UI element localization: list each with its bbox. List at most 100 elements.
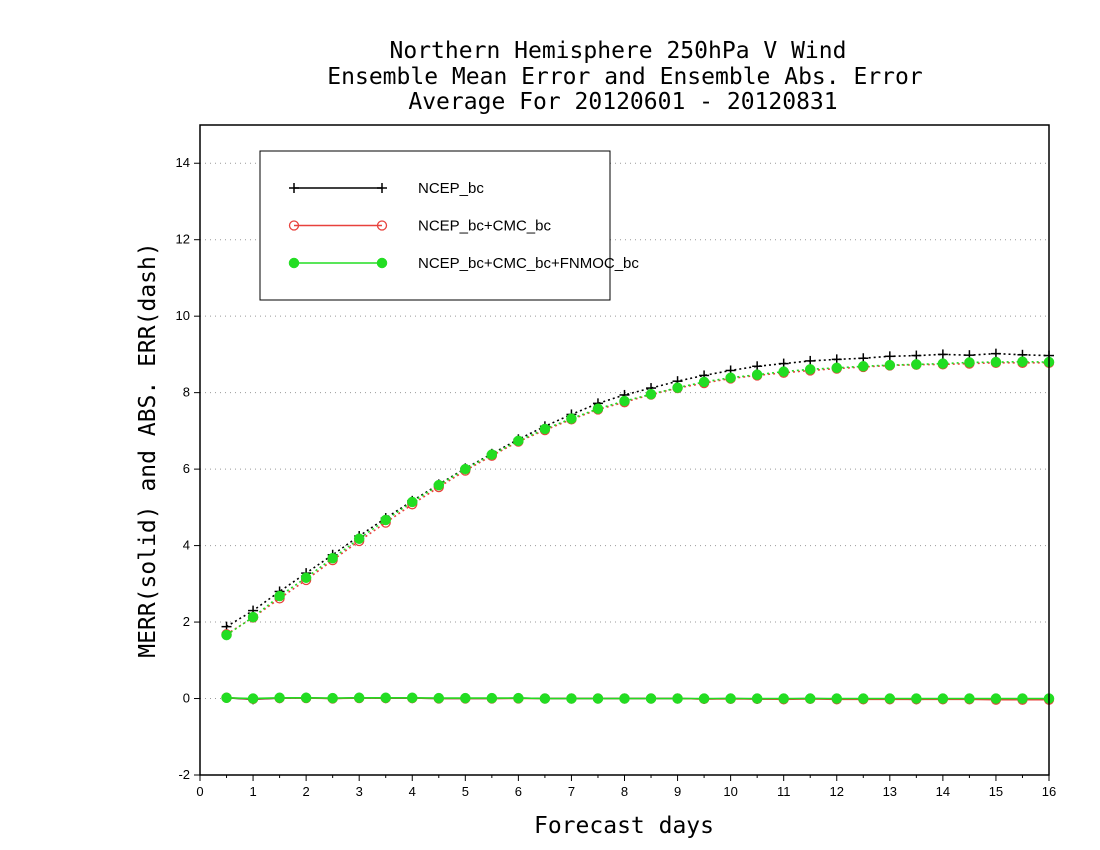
y-tick-label: 6 <box>183 461 190 476</box>
x-tick-label: 12 <box>830 784 844 799</box>
mean-err-point <box>1017 693 1028 704</box>
mean-err-point <box>990 693 1002 704</box>
y-tick-label: -2 <box>178 767 190 782</box>
abs-err-point <box>407 496 418 508</box>
x-tick-label: 4 <box>409 784 416 799</box>
legend-label: NCEP_bc+CMC_bc <box>418 218 551 235</box>
abs-err-point <box>778 366 789 377</box>
mean-err-point <box>247 693 259 704</box>
x-tick-label: 15 <box>989 784 1003 799</box>
plot-frame <box>199 124 1050 776</box>
x-tick-label: 14 <box>936 784 950 799</box>
y-tick-label: 2 <box>183 614 190 629</box>
legend-marker-left <box>288 220 300 231</box>
mean-err-point <box>645 693 657 704</box>
abs-err-point <box>884 359 896 371</box>
mean-err-point <box>486 692 498 704</box>
abs-err-point <box>937 358 949 369</box>
mean-err-point <box>964 693 975 704</box>
mean-err-point <box>831 693 842 704</box>
y-tick-label: 0 <box>183 691 190 706</box>
x-tick-label: 3 <box>356 784 363 799</box>
y-tick-label: 10 <box>176 308 190 323</box>
x-tick-label: 2 <box>303 784 310 799</box>
x-tick-label: 11 <box>777 784 791 799</box>
mean-err-line <box>226 696 1049 700</box>
legend-label: NCEP_bc+CMC_bc+FNMOC_bc <box>418 255 639 272</box>
mean-err-point <box>592 693 604 704</box>
series-layer <box>221 348 1055 705</box>
abs-err-point <box>247 611 259 623</box>
mean-err-point <box>460 692 471 704</box>
series-2 <box>221 357 1055 705</box>
title-line-1: Northern Hemisphere 250hPa V Wind <box>390 38 847 64</box>
abs-err-point <box>645 388 657 400</box>
abs-err-point <box>725 372 736 383</box>
abs-err-point <box>566 413 577 424</box>
x-tick-label: 7 <box>568 784 575 799</box>
chart-title: Northern Hemisphere 250hPa V Wind Ensemb… <box>327 38 922 115</box>
legend-label: NCEP_bc <box>418 180 484 197</box>
mean-err-point <box>407 692 418 704</box>
mean-err-point <box>751 693 763 704</box>
legend-marker-left <box>289 183 299 193</box>
x-axis-label: Forecast days <box>534 813 714 839</box>
abs-err-point <box>539 423 551 435</box>
mean-err-point <box>221 692 232 704</box>
abs-err-point <box>911 350 922 361</box>
mean-err-point <box>804 693 816 704</box>
abs-err-point <box>300 572 312 583</box>
abs-err-point <box>460 463 471 475</box>
y-tick-label: 14 <box>176 155 190 170</box>
mean-err-point <box>858 693 869 704</box>
abs-err-point <box>592 403 604 414</box>
series-1 <box>221 348 1054 705</box>
x-tick-label: 5 <box>462 784 469 799</box>
x-tick-label: 1 <box>249 784 256 799</box>
mean-err-point <box>380 692 391 704</box>
abs-err-point <box>884 351 895 362</box>
abs-err-line <box>226 352 1050 628</box>
x-tick-label: 9 <box>674 784 681 799</box>
x-tick-label: 10 <box>723 784 737 799</box>
abs-err-point <box>353 533 365 544</box>
mean-err-point <box>884 693 896 704</box>
abs-err-point <box>751 369 763 380</box>
mean-err-point <box>672 693 683 704</box>
abs-err-point <box>619 395 630 407</box>
abs-err-point <box>327 552 338 564</box>
mean-err-point <box>698 693 710 704</box>
abs-err-point <box>804 364 816 375</box>
abs-err-point <box>911 359 922 370</box>
abs-err-point <box>964 357 975 368</box>
mean-err-point <box>300 692 312 704</box>
legend-marker-right <box>376 257 388 269</box>
x-tick-label: 0 <box>196 784 203 799</box>
legend-marker-left <box>288 257 300 269</box>
y-tick-label: 12 <box>176 232 190 247</box>
legend-entry-2: NCEP_bc+CMC_bc <box>288 218 551 235</box>
abs-err-point <box>937 349 948 360</box>
mean-err-point <box>778 693 789 704</box>
abs-err-point <box>380 514 391 526</box>
mean-err-point <box>353 692 365 704</box>
mean-err-point <box>274 692 285 704</box>
mean-err-point <box>619 693 630 704</box>
abs-err-line <box>226 361 1049 635</box>
legend-marker-right <box>376 220 388 231</box>
legend: NCEP_bc NCEP_bc+CMC_bc NCEP_bc+CMC_bc+FNMO… <box>259 150 639 301</box>
abs-err-point <box>1017 356 1028 367</box>
y-axis-label: MERR(solid) and ABS. ERR(dash) <box>135 242 161 657</box>
legend-entries: NCEP_bc NCEP_bc+CMC_bc NCEP_bc+CMC_bc+FNMO… <box>288 180 639 272</box>
mean-err-point <box>937 693 949 704</box>
abs-err-point <box>698 376 710 388</box>
legend-entry-1: NCEP_bc <box>289 180 484 197</box>
mean-err-point <box>433 692 445 704</box>
title-line-3: Average For 20120601 - 20120831 <box>408 89 837 115</box>
abs-err-point <box>990 356 1002 368</box>
legend-marker-right <box>377 183 387 193</box>
mean-err-point <box>566 693 577 704</box>
y-tick-label: 4 <box>183 538 190 553</box>
series-3 <box>221 356 1055 704</box>
